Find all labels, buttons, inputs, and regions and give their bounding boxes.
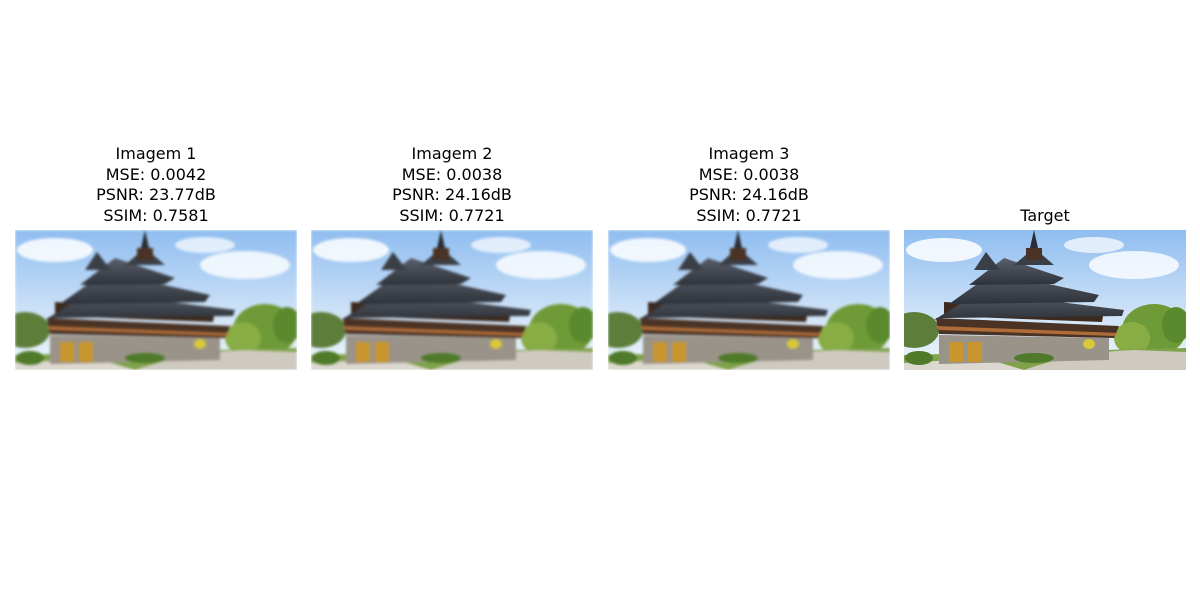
reconstructed-image — [15, 230, 297, 370]
panel-title: Target — [1020, 205, 1070, 225]
panel-imagem-3: Imagem 3 MSE: 0.0038 PSNR: 24.16dB SSIM:… — [608, 0, 890, 600]
ssim-value: SSIM: 0.7581 — [103, 205, 209, 225]
panel-title: Imagem 2 — [411, 144, 493, 163]
psnr-value: PSNR: 23.77dB — [96, 185, 216, 204]
panel-caption: Target — [904, 206, 1186, 227]
psnr-value: PSNR: 24.16dB — [689, 185, 809, 204]
panel-target: Target — [904, 0, 1186, 600]
psnr-value: PSNR: 24.16dB — [392, 185, 512, 204]
panel-caption: Imagem 2 MSE: 0.0038 PSNR: 24.16dB SSIM:… — [311, 144, 593, 226]
panel-title: Imagem 3 — [708, 144, 790, 163]
panel-caption: Imagem 1 MSE: 0.0042 PSNR: 23.77dB SSIM:… — [15, 144, 297, 226]
mse-value: MSE: 0.0042 — [105, 164, 207, 184]
reconstructed-image — [311, 230, 593, 370]
panel-imagem-2: Imagem 2 MSE: 0.0038 PSNR: 24.16dB SSIM:… — [311, 0, 593, 600]
mse-value: MSE: 0.0038 — [698, 164, 800, 184]
reconstructed-image — [608, 230, 890, 370]
panel-imagem-1: Imagem 1 MSE: 0.0042 PSNR: 23.77dB SSIM:… — [15, 0, 297, 600]
mse-value: MSE: 0.0038 — [401, 164, 503, 184]
panel-caption: Imagem 3 MSE: 0.0038 PSNR: 24.16dB SSIM:… — [608, 144, 890, 226]
ssim-value: SSIM: 0.7721 — [399, 205, 505, 225]
panel-title: Imagem 1 — [115, 144, 197, 163]
ssim-value: SSIM: 0.7721 — [696, 205, 802, 225]
target-image — [904, 230, 1186, 370]
